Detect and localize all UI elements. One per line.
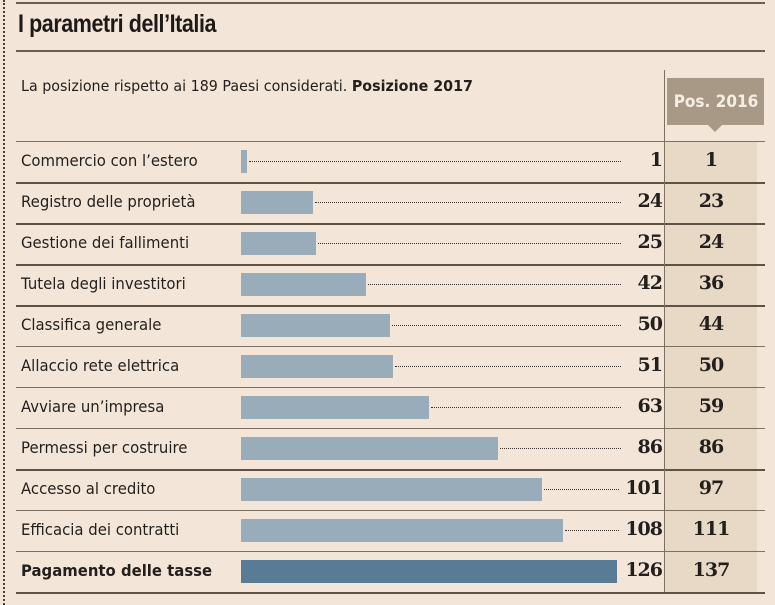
row-rule: [16, 510, 765, 511]
chart-subtitle: La posizione rispetto ai 189 Paesi consi…: [21, 77, 473, 95]
value-2016: 50: [698, 354, 724, 376]
category-label: Efficacia dei contratti: [21, 520, 180, 539]
leader-line: [431, 407, 621, 408]
title-rule: [16, 50, 765, 52]
row-rule: [16, 305, 765, 307]
value-2016: 44: [698, 313, 724, 335]
category-label: Permessi per costruire: [21, 438, 188, 457]
category-label: Gestione dei fallimenti: [21, 233, 190, 252]
chart-title: I parametri dell’Italia: [18, 10, 217, 38]
bar-2017: [241, 273, 367, 296]
leader-line: [249, 161, 621, 162]
chart-row: Efficacia dei contratti 108 111: [16, 510, 765, 551]
row-rule: [16, 223, 765, 225]
value-2017: 51: [637, 354, 663, 376]
row-rule: [16, 346, 765, 347]
chart-row: Registro delle proprietà 24 23: [16, 182, 765, 223]
value-2016: 86: [698, 436, 724, 458]
category-label: Classifica generale: [21, 315, 162, 334]
category-label: Tutela degli investitori: [21, 274, 186, 293]
bar-2017: [241, 396, 430, 419]
value-2016: 23: [698, 190, 724, 212]
row-rule: [16, 182, 765, 184]
row-rule: [16, 264, 765, 266]
category-label: Pagamento delle tasse: [21, 561, 213, 580]
value-2017: 24: [637, 190, 663, 212]
subtitle-text: La posizione rispetto ai 189 Paesi consi…: [21, 77, 348, 95]
pos-2016-notch: [708, 125, 722, 132]
bar-2017: [241, 355, 394, 378]
value-2016: 111: [692, 518, 731, 540]
value-2016: 1: [704, 149, 718, 171]
pos-2016-column-bg: [665, 141, 757, 592]
bar-2017: [241, 232, 316, 255]
bar-2017: [241, 560, 618, 583]
value-2017: 25: [637, 231, 663, 253]
value-2017: 1: [649, 149, 663, 171]
pos-2016-header: Pos. 2016: [667, 78, 764, 125]
chart-row: Permessi per costruire 86 86: [16, 428, 765, 469]
value-2016: 59: [698, 395, 724, 417]
value-2016: 137: [692, 559, 731, 581]
bar-2017: [241, 519, 564, 542]
chart-row: Tutela degli investitori 42 36: [16, 264, 765, 305]
bar-2017: [241, 150, 247, 173]
value-2017: 86: [637, 436, 663, 458]
bar-2017: [241, 191, 313, 214]
chart-row: Pagamento delle tasse 126 137: [16, 551, 765, 592]
leader-line: [499, 448, 621, 449]
chart-row: Accesso al credito 101 97: [16, 469, 765, 510]
row-rule: [16, 428, 765, 429]
chart-row: Avviare un’impresa 63 59: [16, 387, 765, 428]
chart-row: Allaccio rete elettrica 51 50: [16, 346, 765, 387]
value-2017: 42: [637, 272, 663, 294]
row-rule: [16, 551, 765, 552]
chart-row: Commercio con l’estero 1 1: [16, 141, 765, 182]
value-2016: 36: [698, 272, 724, 294]
category-label: Commercio con l’estero: [21, 151, 198, 170]
value-2017: 126: [625, 559, 663, 581]
value-2016: 24: [698, 231, 724, 253]
row-rule: [16, 387, 765, 388]
value-2016: 97: [698, 477, 724, 499]
row-rule: [16, 592, 765, 594]
top-rule: [16, 2, 765, 4]
category-label: Avviare un’impresa: [21, 397, 165, 416]
chart-row: Gestione dei fallimenti 25 24: [16, 223, 765, 264]
category-label: Allaccio rete elettrica: [21, 356, 180, 375]
value-2017: 63: [637, 395, 663, 417]
row-rule: [16, 469, 765, 471]
value-2017: 108: [625, 518, 663, 540]
leader-line: [314, 202, 621, 203]
dotted-edge: [3, 0, 5, 605]
chart-row: Classifica generale 50 44: [16, 305, 765, 346]
column-divider: [664, 70, 665, 592]
leader-line: [368, 284, 621, 285]
value-2017: 50: [637, 313, 663, 335]
category-label: Accesso al credito: [21, 479, 156, 498]
header-rule: [16, 141, 765, 142]
leader-line: [565, 530, 619, 531]
leader-line: [395, 366, 621, 367]
value-2017: 101: [625, 477, 663, 499]
pos-2016-label: Pos. 2016: [673, 91, 758, 112]
bar-2017: [241, 437, 498, 460]
series-label: Posizione 2017: [351, 77, 473, 95]
leader-line: [392, 325, 621, 326]
leader-line: [317, 243, 621, 244]
category-label: Registro delle proprietà: [21, 192, 196, 211]
bar-2017: [241, 314, 391, 337]
bar-2017: [241, 478, 543, 501]
leader-line: [544, 489, 619, 490]
